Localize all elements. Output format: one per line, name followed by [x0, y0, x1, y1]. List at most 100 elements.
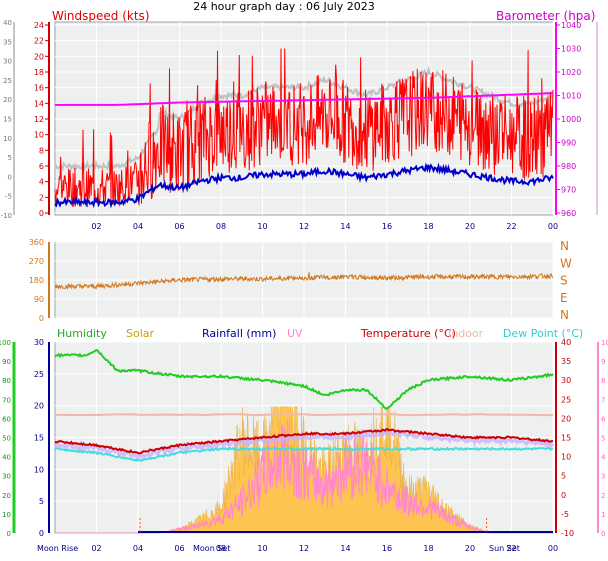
legend-rainfall: Rainfall (mm) [202, 327, 276, 340]
baro-inner-tick-label: 980 [561, 162, 576, 171]
direction-line [54, 272, 554, 291]
uv-tick-label: 0 [601, 530, 605, 538]
wind-outer-tick-label: 15 [3, 116, 12, 124]
legend: Humidity Solar Rainfall (mm) UV Temperat… [57, 327, 583, 340]
temp-x-tick-label: 12 [299, 544, 309, 553]
wind-inner-tick-label: 12 [34, 115, 44, 124]
wind-outer-tick-label: 0 [8, 173, 12, 181]
uv-tick-label: 7 [601, 396, 605, 404]
legend-dew-point: Dew Point (°C) [503, 327, 583, 340]
humidity-tick-label: 90 [2, 358, 11, 366]
temp-tick-label: -10 [561, 529, 574, 538]
wind-inner-tick-label: 0 [39, 209, 44, 218]
compass-label: N [560, 308, 569, 322]
event-sun-set: Sun Set [489, 544, 520, 553]
wind-x-tick-label: 22 [506, 222, 516, 231]
wind-outer-tick-label: 10 [3, 135, 12, 143]
humidity-tick-label: 0 [7, 530, 11, 538]
humidity-tick-label: 70 [2, 396, 11, 404]
uv-tick-label: 9 [601, 358, 605, 366]
rain-tick-label: 15 [34, 434, 44, 443]
wind-x-tick-label: 08 [216, 222, 226, 231]
wind-inner-tick-label: 6 [39, 162, 44, 171]
compass-label: E [560, 291, 568, 305]
temp-tick-label: 20 [561, 414, 571, 423]
wind-outer-tick-label: 20 [3, 96, 12, 104]
rain-tick-label: 25 [34, 370, 44, 379]
temp-x-tick-label: 22 [506, 544, 516, 553]
uv-tick-label: 10 [601, 339, 608, 347]
direction-tick-label: 270 [29, 257, 44, 266]
rain-tick-label: 10 [34, 465, 44, 474]
wind-outer-tick-label: 25 [3, 77, 12, 85]
rain-tick-label: 0 [39, 529, 44, 538]
wind-speed-line [54, 48, 554, 208]
legend-humidity: Humidity [57, 327, 107, 340]
indoor-line [54, 412, 553, 417]
wind-inner-tick-label: 14 [34, 99, 44, 108]
temp-x-tick-label: 10 [257, 544, 267, 553]
temp-tick-label: 0 [561, 491, 566, 500]
wind-inner-tick-label: 10 [34, 131, 44, 140]
uv-tick-label: 2 [601, 492, 605, 500]
chart-title: 24 hour graph day : 06 July 2023 [193, 0, 375, 13]
temp-tick-label: 15 [561, 434, 571, 443]
temp-x-tick-label: 02 [91, 544, 101, 553]
wind-x-tick-label: 02 [91, 222, 101, 231]
humidity-tick-label: 100 [0, 339, 11, 347]
wind-x-tick-label: 10 [257, 222, 267, 231]
humidity-line [54, 349, 554, 411]
baro-inner-tick-label: 1010 [561, 92, 581, 101]
wind-axis-label: Windspeed (kts) [52, 9, 150, 23]
baro-inner-tick-label: 990 [561, 139, 576, 148]
event-moon-set: Moon Set [193, 544, 230, 553]
temp-x-tick-label: 08 [216, 544, 226, 553]
baro-inner-tick-label: 1000 [561, 115, 581, 124]
wind-x-tick-label: 06 [174, 222, 184, 231]
legend-solar: Solar [126, 327, 155, 340]
uv-tick-label: 3 [601, 473, 605, 481]
wind-inner-tick-label: 24 [34, 21, 44, 30]
wind-panel: -10-505101520253035400246810121416182022… [1, 19, 598, 231]
wind-gust-band [54, 65, 554, 172]
compass-label: S [560, 274, 568, 288]
wind-inner-tick-label: 20 [34, 52, 44, 61]
temp-x-tick-label: 16 [382, 544, 392, 553]
temp-tick-label: 30 [561, 376, 571, 385]
wind-outer-tick-label: 30 [3, 58, 12, 66]
humidity-tick-label: 40 [2, 454, 11, 462]
temp-x-tick-label: 00 [548, 544, 558, 553]
legend-temperature: Temperature (°C) [360, 327, 456, 340]
uv-tick-label: 1 [601, 511, 605, 519]
baro-inner-tick-label: 1030 [561, 45, 581, 54]
barometer-line [55, 92, 554, 106]
legend-uv: UV [287, 327, 303, 340]
wind-outer-tick-label: 40 [3, 19, 12, 27]
wind-inner-tick-label: 8 [39, 146, 44, 155]
events: Moon Rise Moon Set Sun Set [37, 544, 520, 553]
wind-x-tick-label: 12 [299, 222, 309, 231]
temp-range-band [54, 427, 555, 460]
wind-inner-tick-label: 18 [34, 68, 44, 77]
humidity-tick-label: 30 [2, 473, 11, 481]
compass-label: W [560, 256, 572, 270]
humidity-tick-label: 60 [2, 415, 11, 423]
wind-inner-tick-label: 4 [39, 178, 44, 187]
temp-x-tick-label: 14 [340, 544, 350, 553]
direction-tick-label: 180 [29, 276, 44, 285]
wind-x-tick-label: 00 [548, 222, 558, 231]
wind-outer-tick-label: -5 [5, 193, 12, 201]
wind-x-tick-label: 16 [382, 222, 392, 231]
wind-x-tick-label: 18 [423, 222, 433, 231]
dew-point-line [54, 446, 554, 462]
wind-x-tick-label: 20 [465, 222, 475, 231]
wind-outer-tick-label: -10 [1, 212, 12, 220]
temp-tick-label: -5 [561, 510, 569, 519]
uv-tick-label: 4 [601, 454, 606, 462]
humidity-tick-label: 50 [2, 435, 11, 443]
wind-inner-tick-label: 2 [39, 193, 44, 202]
humidity-tick-label: 20 [2, 492, 11, 500]
humidity-tick-label: 80 [2, 377, 11, 385]
